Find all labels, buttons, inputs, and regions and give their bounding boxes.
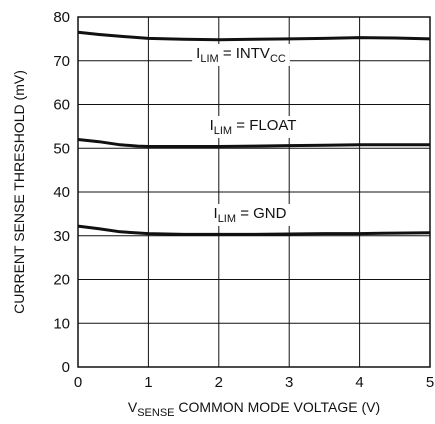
y-tick-label-2: 20 bbox=[53, 272, 70, 289]
y-tick-label-1: 10 bbox=[53, 315, 70, 332]
series-line-2 bbox=[77, 224, 431, 236]
series-label-bg-0 bbox=[192, 44, 290, 66]
plot-frame bbox=[77, 16, 431, 368]
x-tick-label-3: 3 bbox=[285, 374, 293, 391]
series-label-0: ILIM = INTVCC bbox=[196, 45, 286, 65]
series-labels: ILIM = INTVCC ILIM = FLOAT ILIM = GND bbox=[192, 44, 301, 226]
x-tick-label-1: 1 bbox=[144, 374, 152, 391]
series-lines bbox=[77, 30, 431, 236]
x-axis-label-subscript: SENSE bbox=[137, 407, 174, 419]
series-label-bg-2 bbox=[209, 204, 291, 226]
grid bbox=[77, 16, 431, 368]
series-label-2: ILIM = GND bbox=[214, 205, 287, 225]
x-tick-label-2: 2 bbox=[215, 374, 223, 391]
y-tick-label-3: 30 bbox=[53, 228, 70, 245]
x-tick-label-0: 0 bbox=[74, 374, 82, 391]
series-line-0 bbox=[77, 30, 431, 42]
y-tick-label-6: 60 bbox=[53, 97, 70, 114]
x-tick-label-4: 4 bbox=[355, 374, 363, 391]
series-label-bg-1 bbox=[205, 116, 301, 138]
y-tick-label-4: 40 bbox=[53, 184, 70, 201]
x-axis-label-prefix: V bbox=[128, 399, 138, 415]
series-label-1: ILIM = FLOAT bbox=[210, 117, 297, 137]
series-line-1 bbox=[77, 138, 430, 148]
y-tick-labels: 0 10 20 30 40 50 60 70 80 bbox=[53, 9, 70, 376]
x-tick-labels: 0 1 2 3 4 5 bbox=[74, 374, 434, 391]
y-axis-label: CURRENT SENSE THRESHOLD (mV) bbox=[11, 70, 27, 314]
y-tick-label-7: 70 bbox=[53, 53, 70, 70]
y-tick-label-5: 50 bbox=[53, 140, 70, 157]
y-tick-label-8: 80 bbox=[53, 9, 70, 26]
x-axis-label: VSENSE COMMON MODE VOLTAGE (V) bbox=[128, 399, 380, 419]
y-tick-label-0: 0 bbox=[62, 359, 70, 376]
x-tick-label-5: 5 bbox=[426, 374, 434, 391]
x-axis-label-suffix: COMMON MODE VOLTAGE (V) bbox=[175, 399, 381, 415]
